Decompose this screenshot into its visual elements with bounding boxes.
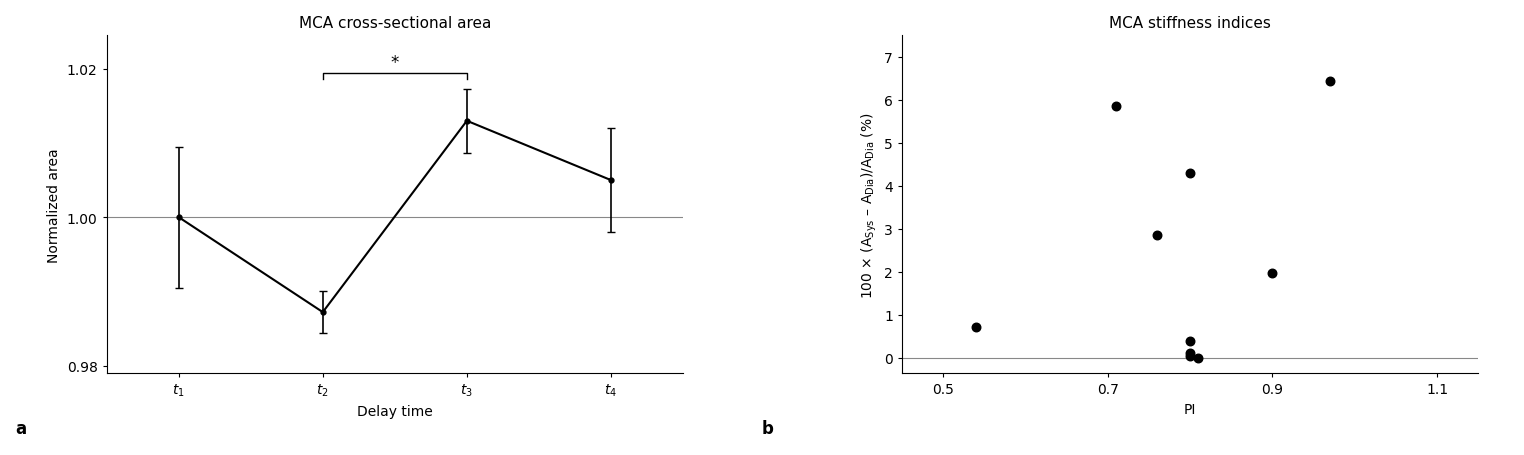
Point	[963, 324, 988, 331]
Point	[1145, 232, 1169, 239]
Point	[1178, 349, 1202, 357]
X-axis label: PI: PI	[1184, 402, 1196, 415]
Point	[1260, 269, 1285, 277]
Y-axis label: 100 × (A$_\mathregular{Sys}$ – A$_\mathregular{Dia}$)/A$_\mathregular{Dia}$ (%): 100 × (A$_\mathregular{Sys}$ – A$_\mathr…	[860, 111, 878, 298]
Point	[1318, 78, 1343, 85]
Point	[1178, 352, 1202, 359]
Text: b: b	[762, 419, 774, 437]
Text: *: *	[390, 54, 399, 72]
Y-axis label: Normalized area: Normalized area	[47, 147, 61, 262]
Text: a: a	[15, 419, 26, 437]
Point	[1186, 354, 1210, 362]
X-axis label: Delay time: Delay time	[357, 404, 433, 418]
Title: MCA cross-sectional area: MCA cross-sectional area	[299, 16, 491, 31]
Point	[1178, 170, 1202, 177]
Point	[1103, 104, 1128, 111]
Point	[1178, 337, 1202, 344]
Title: MCA stiffness indices: MCA stiffness indices	[1109, 16, 1271, 31]
